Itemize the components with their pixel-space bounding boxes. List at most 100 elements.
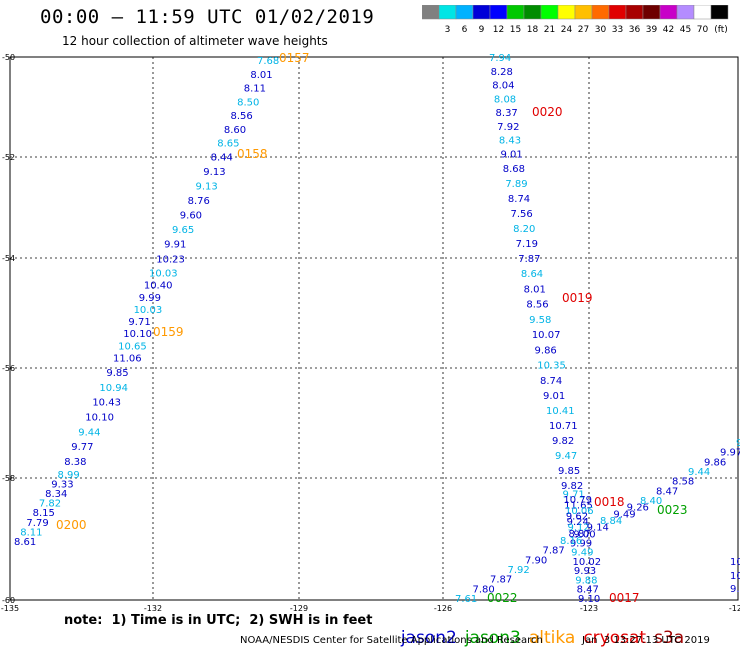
note-text: note: 1) Time is in UTC; 2) SWH is in fe…: [64, 613, 373, 628]
map-title: 00:00 – 11:59 UTC 01/02/2019: [40, 6, 375, 28]
legend-altika: altika: [528, 628, 576, 648]
wave-height-value: 9.00: [573, 529, 595, 540]
lat-label: -50: [2, 53, 15, 62]
pass-time-label: 0023: [657, 503, 688, 517]
pass-time-label: 0158: [237, 147, 268, 161]
wave-height-value: 9.91: [164, 240, 186, 251]
wave-height-value: 8.76: [188, 196, 210, 207]
scale-tick-label: 15: [510, 25, 521, 35]
wave-height-value: 8.68: [503, 164, 525, 175]
wave-height-value: 10.43: [92, 398, 121, 409]
wave-height-value: 9.58: [529, 315, 551, 326]
lat-label: -54: [2, 254, 15, 263]
footer-timestamp: Jan 3 13:27:13 UTC 2019: [582, 635, 710, 646]
wave-height-value: 10.35: [537, 361, 566, 372]
wave-height-value: 7.80: [473, 584, 495, 595]
wave-height-value: 10.06: [565, 506, 594, 517]
map-subtitle: 12 hour collection of altimeter wave hei…: [62, 34, 328, 48]
wave-height-value: 10.71: [549, 421, 578, 432]
wave-height-value: 8.01: [524, 284, 546, 295]
wave-height-value: 9.14: [587, 523, 609, 534]
wave-height-value: 9.12: [567, 522, 589, 533]
lat-label: -60: [2, 596, 15, 605]
wave-height-value: 10.10: [123, 329, 152, 340]
wave-height-value: 7.68: [257, 56, 279, 67]
wave-height-value: 9.13: [203, 167, 225, 178]
wave-height-value: 10.65: [118, 341, 147, 352]
wave-height-value: 11.06: [113, 354, 142, 365]
wave-height-value: 8.74: [540, 376, 562, 387]
wave-height-value: 9.88: [575, 575, 597, 586]
wave-height-value: 10.03: [149, 268, 178, 279]
wave-height-value: 9.49: [571, 548, 593, 559]
wave-height-value: 9.99: [570, 538, 592, 549]
wave-height-value: 9.99: [139, 293, 161, 304]
scale-tick-label: 9: [479, 25, 485, 35]
map-frame: [9, 56, 739, 601]
scale-tick-label: 24: [561, 25, 573, 35]
wave-height-value: 9.93: [574, 566, 596, 577]
scale-swatch: [710, 5, 729, 20]
wave-height-value: 10.03: [134, 305, 163, 316]
wave-height-value: 9.85: [106, 368, 128, 379]
wave-height-value: 7.87: [543, 546, 565, 557]
wave-height-value: 8.99: [58, 470, 80, 481]
wave-height-value: 8.74: [508, 194, 530, 205]
scale-tick-label: 6: [462, 25, 468, 35]
wave-height-value: 10.40: [144, 281, 173, 292]
wave-height-value: 9.85: [558, 466, 580, 477]
lat-label: -56: [2, 364, 15, 373]
wave-height-value: 7.87: [518, 254, 540, 265]
legend-cryosat: cryosat: [583, 628, 647, 648]
lon-label: -120: [729, 604, 740, 613]
wave-height-value: 8.56: [231, 111, 253, 122]
wave-height-value: 8.38: [64, 457, 86, 468]
wave-height-value: 9.86: [704, 457, 726, 468]
wave-height-value: 9.33: [51, 479, 73, 490]
wave-height-value: 8.87: [568, 529, 590, 540]
wave-height-color-scale: 3 6 9 12 15 18 21 24 27 30 33 36 39 42 45 70 (ft): [422, 5, 729, 35]
scale-tick-label: 36: [629, 25, 641, 35]
wave-height-value: 8.47: [656, 486, 678, 497]
wave-height-value: 10.94: [99, 383, 128, 394]
wave-height-value: 7.61: [455, 594, 477, 605]
wave-height-value: 9.24: [567, 517, 589, 528]
lat-label: -58: [2, 474, 15, 483]
legend-s3a: s3a: [654, 628, 685, 648]
scale-tick-label: 27: [578, 25, 589, 35]
scale-tick-label: 21: [544, 25, 555, 35]
wave-height-value: 10.02: [573, 557, 602, 568]
wave-height-value: 7.79: [26, 518, 48, 529]
wave-height-value: 7.19: [516, 239, 538, 250]
lon-label: -126: [434, 604, 452, 613]
lon-label: -129: [290, 604, 308, 613]
lon-label: -132: [144, 604, 162, 613]
wave-height-value: 9.62: [566, 511, 588, 522]
wave-height-value: 8.34: [45, 489, 67, 500]
scale-tick-label: 45: [680, 25, 691, 35]
wave-height-value: 8.50: [237, 97, 259, 108]
wave-height-value: 10: [730, 571, 740, 582]
wave-height-value: 9.86: [535, 345, 557, 356]
wave-height-value: 8.60: [224, 125, 246, 136]
wave-height-value: 7.87: [490, 575, 512, 586]
scale-tick-label: 33: [612, 25, 623, 35]
pass-time-label: 0022: [487, 591, 518, 605]
wave-height-value: 7.89: [505, 179, 527, 190]
legend-jason3: jason3: [464, 628, 521, 648]
wave-height-value: 9.26: [627, 503, 649, 514]
pass-time-label: 0019: [562, 291, 593, 305]
scale-tick-label: 18: [527, 25, 539, 35]
wave-height-value: 10.10: [85, 412, 114, 423]
wave-height-value: 8.08: [494, 94, 516, 105]
wave-height-value: 9.71: [563, 490, 585, 501]
scale-tick-label: 3: [445, 25, 451, 35]
wave-height-value: 9.01: [543, 391, 565, 402]
footer-credit: NOAA/NESDIS Center for Satellite Applica…: [240, 635, 543, 646]
wave-height-value: 8.58: [672, 477, 694, 488]
wave-height-value: 7.92: [508, 565, 530, 576]
wave-height-value: 9.60: [180, 211, 202, 222]
wave-height-value: 7.56: [511, 209, 533, 220]
wave-height-value: 7.82: [39, 499, 61, 510]
